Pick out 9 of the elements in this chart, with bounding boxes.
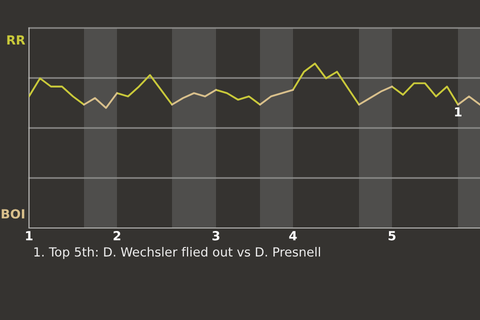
text: 1. Top 5th: D. Wechsler flied out vs D. Presnell: [34, 246, 320, 260]
x-tick-label: 5: [388, 231, 396, 240]
x-tick-label: 1: [26, 231, 32, 240]
x-tick-label: 3: [212, 231, 220, 240]
x-tick-label: 4: [289, 231, 297, 240]
text: BOI: [2, 209, 24, 219]
text: RR: [7, 35, 26, 44]
annotation: 1: [455, 107, 462, 116]
x-tick-label: 2: [114, 231, 120, 240]
